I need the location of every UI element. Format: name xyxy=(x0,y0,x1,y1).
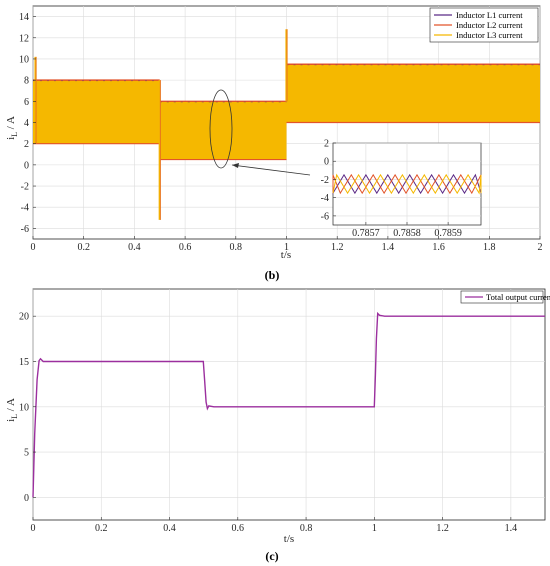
panel-b-y-tick-label: 2 xyxy=(24,139,29,150)
panel-c-y-axis-label: iL / A xyxy=(5,398,19,422)
panel-b-y-tick-label: -2 xyxy=(21,182,29,193)
legend-label-total: Total output current xyxy=(486,292,550,302)
panel-b-legend-box xyxy=(429,7,539,43)
panel-c-legend-box xyxy=(460,290,544,304)
panel-b-x-tick-label: 0 xyxy=(31,242,36,253)
ripple-band-3 xyxy=(286,64,540,123)
panel-b-y-tick-label: -6 xyxy=(21,224,29,235)
panel-c-y-tick-label: 5 xyxy=(24,448,29,459)
panel-c-x-tick-label: 0.4 xyxy=(163,523,176,534)
panel-b-y-tick-label: 10 xyxy=(19,54,29,65)
panel-c-x-tick-label: 1 xyxy=(372,523,377,534)
panel-c-y-ticks: 0 5 10 15 20 xyxy=(19,312,36,504)
zoom-ellipse xyxy=(209,89,233,169)
panel-b-y-tick-label: 4 xyxy=(24,118,29,129)
panel-b-legend: Inductor L1 current Inductor L2 current … xyxy=(429,7,539,43)
panel-b-data xyxy=(33,29,540,220)
panel-b-x-tick-label: 1.2 xyxy=(331,242,344,253)
inset-series-l1 xyxy=(332,173,482,195)
panel-b-x-tick-label: 1.4 xyxy=(382,242,395,253)
panel-c-x-axis-label: t/s xyxy=(284,533,294,545)
inset-y-ticks: -6 -4 -2 0 2 xyxy=(321,139,336,222)
panel-c-x-tick-label: 0.6 xyxy=(232,523,245,534)
inset-y-tick-label: -6 xyxy=(321,211,329,222)
panel-c-y-tick-label: 0 xyxy=(24,493,29,504)
inset-y-tick-label: 0 xyxy=(324,157,329,168)
legend-label-l2: Inductor L2 current xyxy=(456,20,523,30)
panel-b-y-ticks: -6 -4 -2 0 2 4 6 8 10 12 14 xyxy=(19,12,36,235)
zoom-arrow-head xyxy=(232,163,239,168)
panel-b-x-axis-label: t/s xyxy=(281,249,291,261)
panel-c-x-tick-label: 0.2 xyxy=(95,523,108,534)
panel-c-x-tick-label: 1.4 xyxy=(505,523,518,534)
panel-b-y-tick-label: -4 xyxy=(21,203,29,214)
inset-x-tick-label: 0.7859 xyxy=(434,228,462,239)
panel-c-y-tick-label: 20 xyxy=(19,312,29,323)
panel-b-x-tick-label: 2 xyxy=(538,242,543,253)
panel-b-x-tick-label: 0.8 xyxy=(230,242,243,253)
panel-c-caption: (c) xyxy=(265,549,278,563)
inset-x-tick-label: 0.7857 xyxy=(352,228,380,239)
panel-c-x-tick-label: 1.2 xyxy=(436,523,449,534)
panel-c-y-tick-label: 10 xyxy=(19,402,29,413)
inset-x-ticks: 0.7857 0.7858 0.7859 xyxy=(352,222,462,239)
inset-y-tick-label: -4 xyxy=(321,193,329,204)
panel-b-x-tick-label: 0.2 xyxy=(77,242,90,253)
panel-c-plot-area xyxy=(32,288,546,521)
ripple-band-2 xyxy=(159,101,287,160)
panel-b-inset: 0.7857 0.7858 0.7859 -6 -4 -2 0 2 xyxy=(321,139,482,239)
inset-data xyxy=(332,173,482,195)
panel-b-chart: 0 0.2 0.4 0.6 0.8 1 1.2 1.4 1.6 1.8 2 -6 -4 -2 0 2 4 6 8 1… xyxy=(5,5,543,282)
panel-c-y-tick-label: 15 xyxy=(19,357,29,368)
panel-c-x-ticks: 0 0.2 0.4 0.6 0.8 1 1.2 1.4 xyxy=(31,517,518,534)
panel-c-data xyxy=(32,311,545,498)
panel-b-y-tick-label: 0 xyxy=(24,160,29,171)
panel-c-x-tick-label: 0 xyxy=(31,523,36,534)
panel-b-y-tick-label: 6 xyxy=(24,97,29,108)
inset-y-tick-label: 2 xyxy=(324,139,329,150)
panel-b-y-axis-label: iL / A xyxy=(5,116,19,140)
inset-y-tick-label: -2 xyxy=(321,175,329,186)
legend-label-l1: Inductor L1 current xyxy=(456,10,523,20)
panel-c-chart: 0 0.2 0.4 0.6 0.8 1 1.2 1.4 0 5 10 15 20 t/s iL / A… xyxy=(5,288,550,563)
panel-b-x-tick-label: 0.6 xyxy=(179,242,192,253)
inset-series-l3 xyxy=(332,173,482,195)
legend-label-l3: Inductor L3 current xyxy=(456,30,523,40)
ripple-band-1 xyxy=(33,80,160,144)
panel-b-x-tick-label: 0.4 xyxy=(128,242,141,253)
panel-b-y-tick-label: 8 xyxy=(24,76,29,87)
panel-b-x-tick-label: 1 xyxy=(284,242,289,253)
panel-b-x-ticks: 0 0.2 0.4 0.6 0.8 1 1.2 1.4 1.6 1.8 2 xyxy=(31,236,543,253)
panel-b-caption: (b) xyxy=(265,268,280,282)
panel-b-x-tick-label: 1.8 xyxy=(483,242,496,253)
zoom-arrow-line xyxy=(231,164,311,176)
total-output-current-line xyxy=(32,311,545,498)
panel-b-y-tick-label: 14 xyxy=(19,12,29,23)
panel-c-legend: Total output current xyxy=(460,290,550,304)
inset-x-tick-label: 0.7858 xyxy=(393,228,421,239)
panel-c-x-tick-label: 0.8 xyxy=(300,523,313,534)
panel-b-y-tick-label: 12 xyxy=(19,33,29,44)
panel-b-x-tick-label: 1.6 xyxy=(432,242,445,253)
